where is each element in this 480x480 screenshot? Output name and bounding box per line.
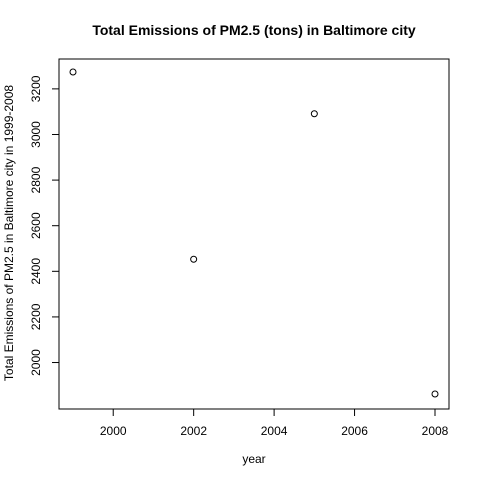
y-tick-label: 2000 (29, 349, 43, 376)
x-tick-label: 2008 (422, 424, 449, 438)
chart-title: Total Emissions of PM2.5 (tons) in Balti… (92, 22, 416, 38)
data-point (69, 68, 77, 76)
data-point (310, 110, 318, 118)
data-point (431, 390, 439, 398)
x-tick-label: 2006 (341, 424, 368, 438)
x-tick-label: 2002 (180, 424, 207, 438)
x-axis-label: year (242, 452, 265, 466)
x-axis: 2000 2002 2004 2006 2008 (100, 409, 449, 438)
x-tick-label: 2004 (261, 424, 288, 438)
y-tick-label: 3000 (29, 121, 43, 148)
y-tick-label: 2200 (29, 303, 43, 330)
y-axis: 2000 2200 2400 2600 2800 3000 3200 (29, 75, 59, 376)
data-points (69, 68, 439, 398)
y-axis-label: Total Emissions of PM2.5 in Baltimore ci… (2, 85, 16, 381)
plot-frame (58, 58, 450, 410)
x-tick-label: 2000 (100, 424, 127, 438)
data-point (190, 255, 198, 263)
y-tick-label: 2800 (29, 166, 43, 193)
y-tick-label: 2600 (29, 212, 43, 239)
y-tick-label: 2400 (29, 258, 43, 285)
y-tick-label: 3200 (29, 75, 43, 102)
